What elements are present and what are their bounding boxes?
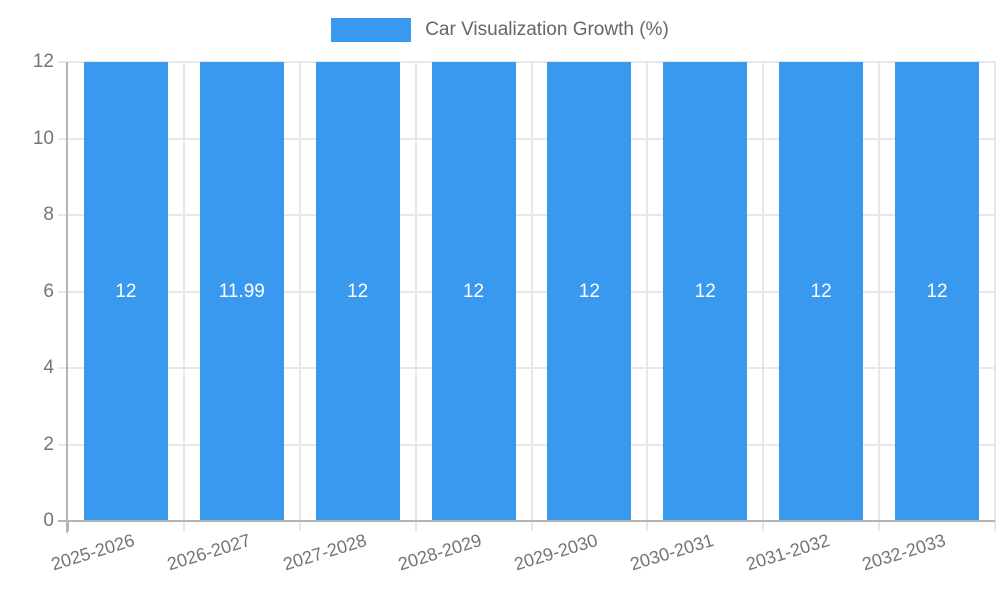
x-gridline (414, 62, 417, 521)
bar-value-label: 12 (578, 280, 601, 302)
x-axis-tick (994, 521, 996, 531)
x-gridline (182, 62, 185, 521)
x-axis-tick (182, 521, 185, 531)
x-axis-tick (530, 521, 533, 531)
legend-swatch (331, 18, 412, 42)
x-axis-tick (878, 521, 881, 531)
bar (431, 62, 516, 521)
x-axis-tick (67, 521, 69, 531)
y-gridline (58, 443, 995, 446)
x-axis-tick (762, 521, 765, 531)
x-axis-tick (414, 521, 417, 531)
bar (779, 62, 864, 521)
x-axis-category-label: 2028-2029 (396, 530, 485, 575)
bar (895, 62, 980, 521)
legend-label: Car Visualization Growth (%) (425, 19, 669, 40)
y-axis-tick-label: 4 (43, 357, 54, 378)
bar (199, 62, 284, 521)
y-axis-tick-label: 2 (43, 433, 54, 455)
bar-value-label: 12 (694, 280, 716, 302)
y-axis-line (66, 62, 68, 533)
bar-value-label: 11.99 (218, 280, 265, 302)
bar-value-label: 12 (926, 280, 948, 302)
x-gridline (298, 62, 301, 521)
bar-value-label: 12 (810, 280, 832, 302)
y-gridline (58, 137, 995, 140)
bar (547, 62, 632, 521)
chart-legend: Car Visualization Growth (%) (0, 18, 1000, 42)
x-gridline (646, 62, 649, 521)
x-axis-line (58, 520, 995, 522)
bar-value-label: 12 (115, 280, 137, 302)
y-axis-tick-label: 8 (43, 204, 54, 225)
x-axis-category-label: 2032-2033 (859, 530, 948, 575)
x-axis-category-label: 2025-2026 (48, 530, 137, 575)
legend-item[interactable]: Car Visualization Growth (%) (331, 18, 669, 42)
y-gridline (58, 367, 995, 369)
bar-value-label: 12 (347, 280, 369, 302)
bar (663, 62, 748, 521)
x-axis-category-label: 2031-2032 (743, 530, 833, 575)
bar (315, 62, 400, 521)
x-axis-category-label: 2026-2027 (164, 530, 253, 575)
y-axis-tick-label: 10 (32, 127, 54, 149)
x-gridline (878, 62, 881, 521)
y-gridline (58, 290, 995, 293)
y-axis-tick-label: 0 (43, 510, 54, 531)
x-gridline (530, 62, 533, 521)
x-axis-tick (646, 521, 649, 531)
x-axis-tick (298, 521, 301, 531)
y-axis-tick-label: 12 (32, 51, 54, 72)
x-axis-category-label: 2029-2030 (512, 530, 601, 575)
x-axis-category-label: 2027-2028 (280, 530, 369, 575)
y-gridline (58, 214, 995, 216)
bar (83, 62, 168, 521)
x-gridline (994, 62, 996, 521)
y-gridline (58, 61, 995, 63)
x-gridline (762, 62, 765, 521)
y-axis-tick-label: 6 (43, 280, 54, 302)
bar-value-label: 12 (462, 280, 485, 302)
x-axis-category-label: 2030-2031 (627, 530, 717, 575)
